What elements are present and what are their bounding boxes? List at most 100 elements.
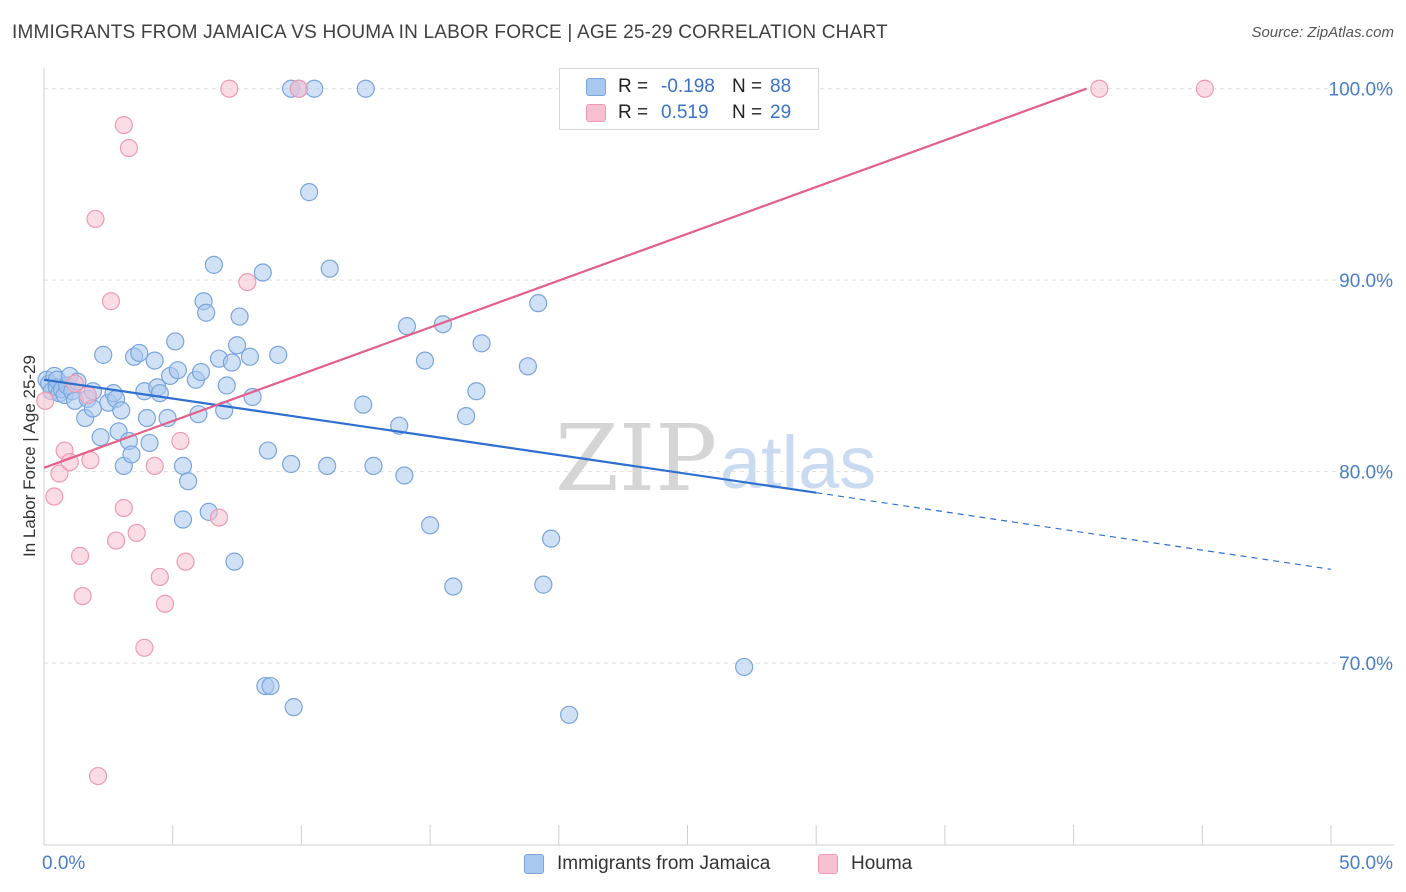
point-houma [106, 531, 126, 550]
point-jamaica [390, 416, 409, 435]
point-jamaica [94, 345, 113, 364]
point-jamaica [433, 315, 453, 334]
point-jamaica [457, 407, 476, 426]
point-houma [114, 115, 133, 135]
trend-lines [43, 87, 1332, 570]
point-houma [155, 594, 175, 613]
point-jamaica [130, 343, 149, 363]
point-houma [73, 586, 92, 606]
point-houma [78, 385, 97, 405]
axes [43, 68, 1394, 846]
y-tick-label: 90.0% [1339, 271, 1393, 292]
y-tick-label: 70.0% [1339, 654, 1393, 675]
point-jamaica [415, 351, 435, 370]
point-houma [88, 766, 108, 786]
point-jamaica [421, 516, 440, 535]
legend-r-label: R = [618, 76, 649, 97]
trend-line-houma [43, 87, 1087, 469]
chart-source: Source: ZipAtlas.com [1251, 24, 1394, 41]
grid-lines [44, 88, 1391, 664]
point-houma [36, 391, 55, 410]
point-jamaica [305, 79, 324, 98]
point-houma [135, 638, 154, 657]
point-houma [119, 138, 139, 158]
legend-r-value: -0.198 [661, 76, 715, 97]
bottom-legend-swatch-jamaica [524, 854, 544, 874]
legend-n-value: 29 [770, 102, 792, 123]
bottom-legend-label-jamaica: Immigrants from Jamaica [557, 853, 771, 874]
point-jamaica [559, 705, 579, 724]
legend-r-label: R = [618, 102, 649, 123]
point-jamaica [356, 79, 375, 98]
data-points [36, 79, 1214, 786]
point-jamaica [395, 466, 414, 485]
point-jamaica [179, 472, 198, 491]
point-houma [114, 498, 133, 518]
legend-r-value: 0.519 [661, 102, 709, 123]
point-jamaica [472, 334, 491, 353]
point-jamaica [227, 336, 247, 355]
bottom-legend-label-houma: Houma [851, 853, 913, 874]
point-jamaica [735, 657, 754, 677]
point-houma [289, 79, 308, 98]
point-jamaica [197, 303, 216, 322]
point-jamaica [191, 362, 211, 382]
y-tick-label: 80.0% [1339, 463, 1393, 484]
point-jamaica [173, 456, 193, 476]
watermark-atlas: atlas [720, 421, 876, 504]
point-houma [209, 508, 229, 527]
point-jamaica [145, 351, 164, 370]
legend-n-label: N = [732, 76, 763, 97]
point-houma [86, 209, 105, 229]
point-jamaica [261, 676, 280, 696]
point-houma [45, 487, 64, 506]
point-jamaica [91, 428, 110, 447]
point-jamaica [253, 263, 272, 282]
point-jamaica [140, 433, 159, 453]
x-tick-label: 0.0% [42, 853, 85, 874]
point-jamaica [217, 376, 236, 395]
point-jamaica [318, 456, 337, 476]
point-jamaica [112, 401, 131, 420]
point-jamaica [364, 456, 383, 476]
point-houma [70, 546, 90, 565]
point-jamaica [541, 529, 561, 548]
point-jamaica [173, 510, 193, 529]
point-houma [127, 523, 146, 543]
point-jamaica [444, 577, 463, 596]
point-jamaica [168, 361, 187, 380]
legend-swatch-jamaica [586, 78, 606, 96]
chart-title: IMMIGRANTS FROM JAMAICA VS HOUMA IN LABO… [12, 22, 888, 43]
trend-line-jamaica-projection [816, 492, 1332, 570]
point-jamaica [222, 353, 242, 372]
point-houma [238, 272, 257, 292]
bottom-legend-swatch-houma [818, 854, 838, 874]
point-jamaica [354, 395, 373, 414]
point-houma [1090, 79, 1109, 98]
point-jamaica [397, 317, 417, 336]
legend-swatch-houma [586, 104, 606, 122]
point-houma [101, 292, 121, 311]
point-houma [50, 464, 69, 483]
point-jamaica [284, 698, 303, 717]
point-jamaica [150, 384, 169, 403]
point-jamaica [137, 408, 157, 428]
point-jamaica [269, 345, 288, 364]
tick-labels: 70.0% 80.0% 90.0% 100.0% 0.0% 50.0% [42, 80, 1393, 874]
point-jamaica [534, 575, 553, 594]
point-jamaica [518, 357, 538, 376]
point-jamaica [230, 307, 249, 326]
point-houma [150, 567, 169, 587]
point-jamaica [300, 183, 319, 202]
x-tick-label: 50.0% [1339, 853, 1393, 874]
point-jamaica [467, 382, 486, 401]
point-jamaica [122, 445, 141, 464]
trend-line-jamaica [43, 378, 817, 494]
watermark: ZIP atlas [555, 405, 876, 512]
point-jamaica [320, 259, 339, 278]
point-jamaica [240, 347, 260, 366]
point-jamaica [258, 441, 278, 460]
point-houma [1195, 79, 1214, 98]
point-jamaica [529, 294, 548, 313]
